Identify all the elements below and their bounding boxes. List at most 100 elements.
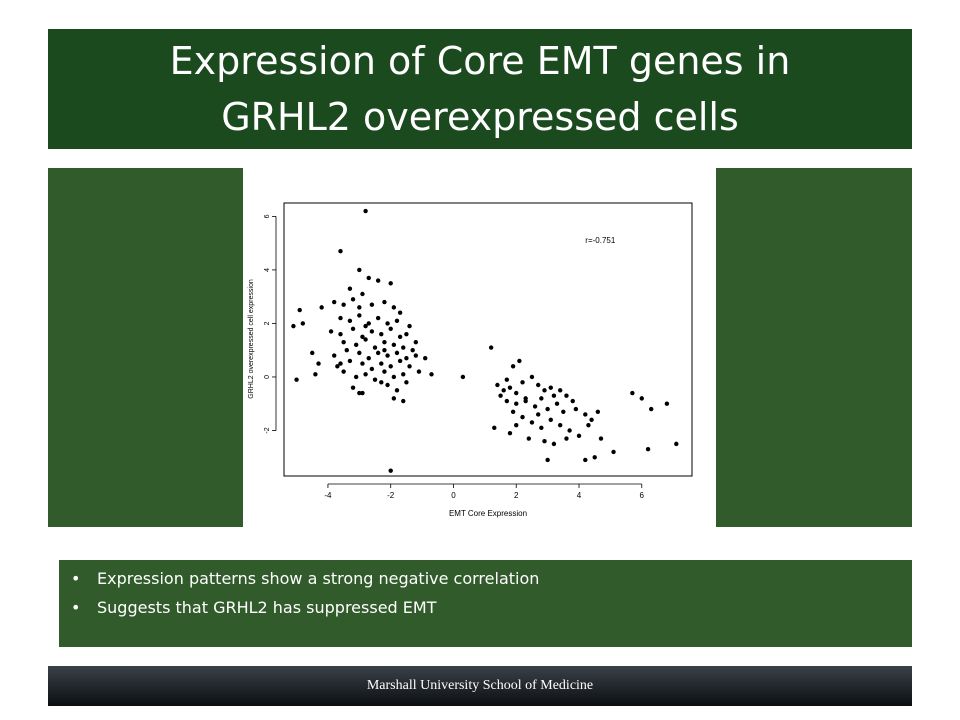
y-tick-label: 0 [264, 375, 271, 379]
data-point [510, 409, 516, 414]
data-point [542, 388, 547, 393]
data-point [545, 457, 550, 463]
y-axis: -2 0 2 4 6 [264, 214, 277, 434]
data-point [353, 374, 359, 380]
data-point [350, 297, 356, 302]
data-point [545, 406, 550, 412]
data-point [379, 361, 384, 366]
x-tick-label: 2 [514, 491, 519, 500]
data-point [542, 439, 547, 444]
data-point [357, 313, 362, 318]
data-point [401, 398, 406, 404]
data-point [529, 374, 535, 380]
data-point [388, 326, 393, 331]
data-point [350, 326, 356, 331]
data-point [353, 342, 359, 348]
data-point [539, 396, 544, 401]
data-point [385, 353, 390, 358]
data-point [291, 323, 296, 329]
data-point [369, 329, 375, 334]
bullet-box: • Expression patterns show a strong nega… [59, 560, 912, 647]
data-point [338, 315, 343, 321]
data-point [539, 425, 544, 431]
data-point [372, 345, 378, 350]
data-point [391, 342, 397, 348]
data-point [586, 422, 591, 428]
data-point [526, 436, 531, 441]
y-tick-label: 2 [264, 321, 271, 325]
data-point [394, 318, 400, 323]
bullet-icon: • [71, 598, 81, 617]
data-point [429, 372, 434, 377]
data-point [379, 331, 384, 337]
title-bar: Expression of Core EMT genes in GRHL2 ov… [48, 29, 912, 149]
data-point [564, 393, 569, 398]
data-point [366, 356, 371, 361]
data-point [363, 323, 368, 329]
data-point [397, 310, 403, 315]
data-point [394, 388, 400, 393]
data-point [360, 291, 365, 297]
data-point [338, 331, 343, 337]
data-point [611, 449, 616, 455]
bullet-text: Suggests that GRHL2 has suppressed EMT [97, 598, 437, 617]
data-point [363, 337, 368, 342]
x-tick-label: -2 [387, 491, 395, 500]
data-point [576, 433, 582, 439]
data-point [332, 353, 337, 358]
data-point [372, 377, 378, 382]
data-point [460, 374, 466, 380]
x-tick-label: -4 [324, 491, 332, 500]
data-point [357, 350, 362, 356]
data-point [501, 388, 506, 393]
data-point [520, 414, 525, 420]
data-point [561, 409, 566, 414]
data-point [338, 248, 343, 254]
data-points [291, 208, 679, 473]
data-point [595, 409, 601, 414]
x-tick-label: 6 [640, 491, 645, 500]
data-point [382, 339, 387, 345]
data-point [413, 339, 419, 345]
data-point [391, 374, 397, 380]
data-point [338, 361, 343, 366]
data-point [360, 361, 365, 366]
scatter-plot: -4 -2 0 2 4 6 -2 0 2 4 6 r=-0.751 EMT Core Expres… [248, 202, 693, 518]
data-point [332, 299, 337, 305]
data-point [567, 428, 572, 433]
x-axis-label: EMT Core Expression [449, 509, 527, 518]
data-point [388, 281, 393, 286]
data-point [341, 339, 346, 345]
data-point [488, 345, 494, 350]
data-point [551, 393, 557, 398]
data-point [366, 275, 371, 281]
data-point [548, 385, 553, 390]
data-point [664, 401, 670, 406]
data-point [397, 358, 403, 364]
data-point [507, 430, 513, 436]
data-point [564, 436, 569, 441]
data-point [554, 401, 560, 406]
data-point [375, 315, 381, 321]
data-point [382, 299, 387, 305]
data-point [404, 356, 409, 361]
data-point [520, 380, 525, 385]
data-point [492, 425, 497, 431]
data-point [385, 382, 390, 388]
data-point [347, 286, 353, 291]
data-point [523, 398, 528, 404]
data-point [388, 468, 393, 473]
data-point [357, 390, 362, 396]
data-point [551, 441, 557, 447]
scatter-plot-panel: -4 -2 0 2 4 6 -2 0 2 4 6 r=-0.751 EMT Core Expres… [243, 168, 716, 527]
data-point [310, 350, 315, 356]
data-point [328, 329, 334, 334]
data-point [385, 321, 390, 326]
x-axis: -4 -2 0 2 4 6 [324, 483, 645, 500]
data-point [504, 377, 510, 382]
data-point [598, 436, 604, 441]
data-point [510, 364, 516, 369]
data-point [583, 457, 588, 463]
data-point [630, 390, 635, 396]
data-point [382, 369, 387, 374]
